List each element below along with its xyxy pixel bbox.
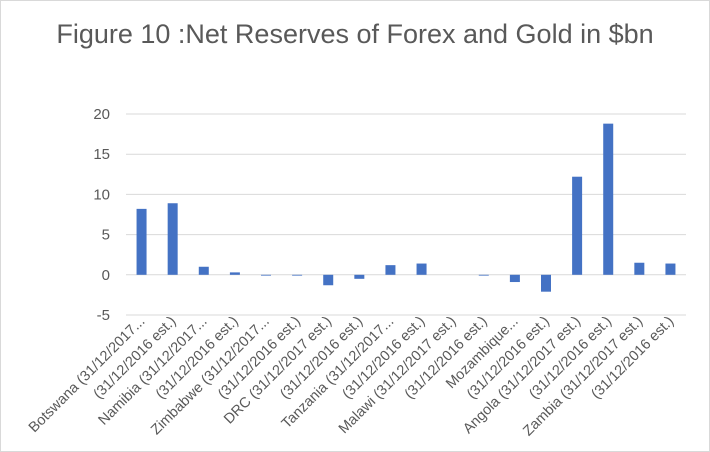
x-category-label: Botswana (31/12/2017... — [26, 314, 148, 436]
bar — [509, 274, 520, 283]
bar — [292, 274, 303, 276]
bar — [665, 263, 676, 275]
y-tick-label: -5 — [97, 307, 110, 324]
bar — [572, 176, 583, 275]
y-tick-label: 10 — [93, 186, 110, 203]
bar — [323, 274, 334, 286]
y-tick-label: 20 — [93, 106, 110, 123]
bar — [229, 272, 240, 275]
bar — [634, 262, 645, 275]
y-tick-label: 5 — [102, 227, 110, 244]
bar — [136, 208, 147, 275]
bar — [354, 274, 365, 279]
bar — [541, 274, 551, 292]
bar — [261, 274, 271, 276]
bar — [385, 265, 396, 275]
bar — [416, 263, 427, 275]
y-tick-label: 15 — [93, 146, 110, 163]
bar — [478, 274, 489, 276]
bar — [198, 266, 209, 275]
bar — [603, 123, 614, 275]
chart-title: Figure 10 :Net Reserves of Forex and Gol… — [56, 19, 654, 49]
y-tick-label: 0 — [102, 267, 110, 284]
bar — [167, 203, 178, 275]
